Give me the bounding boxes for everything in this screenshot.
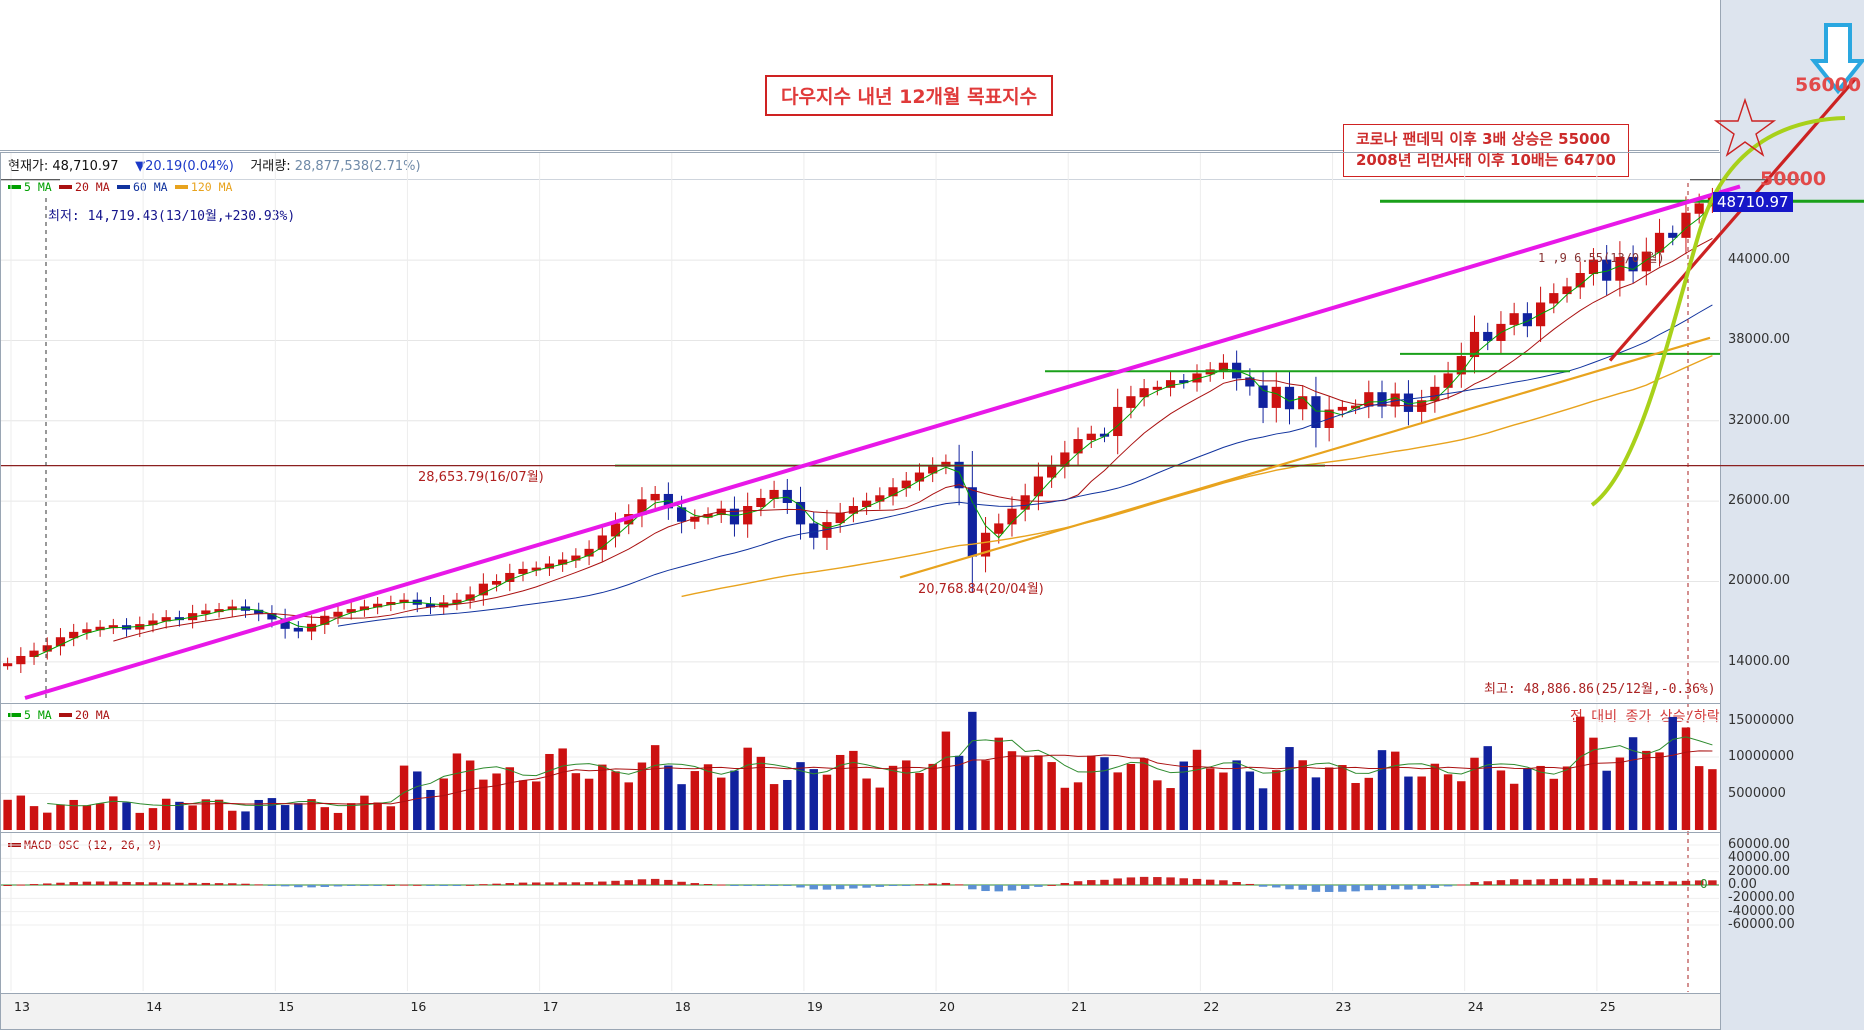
macd-y-tick: 40000.00 <box>1728 850 1791 866</box>
volume-y-tick: 10000000 <box>1728 749 1795 765</box>
change-value: 20.19(0.04%) <box>145 159 234 174</box>
x-axis-tick: 25 <box>1599 999 1616 1014</box>
ma-20-item: 20 MA <box>59 180 110 194</box>
ma-120-swatch-icon <box>174 184 188 189</box>
ma-120-item: 120 MA <box>174 180 233 194</box>
ma-20-label: 20 MA <box>75 180 110 194</box>
ma-5-swatch-icon <box>8 184 21 189</box>
x-axis-bar <box>0 993 1721 1030</box>
ma-5-item: 5 MA <box>8 180 52 194</box>
macd-y-tick: 60000.00 <box>1728 837 1791 852</box>
chart-title-box: 다우지수 내년 12개월 목표지수 <box>765 75 1054 116</box>
high-price-annotation: 최고: 48,886.86(25/12월,-0.36%) <box>1484 682 1716 697</box>
macd-y-tick: -20000.00 <box>1728 890 1795 906</box>
volume-y-tick: 15000000 <box>1728 712 1795 728</box>
price-y-tick: 44000.00 <box>1728 252 1791 268</box>
macd-y-tick: -60000.00 <box>1728 917 1795 932</box>
x-axis-tick: 17 <box>542 999 559 1014</box>
ma-60-item: 60 MA <box>116 180 168 194</box>
quote-readout: 현재가: 48,710.97 ▼20.19(0.04%) 거래량: 28,877… <box>8 155 421 174</box>
vol-ma-5-label: 5 MA <box>24 708 52 722</box>
ma-5-label: 5 MA <box>24 180 52 194</box>
target-56000-label: 56000 <box>1795 74 1862 96</box>
page-title: 다우지수 내년 12개월 목표지수 <box>781 86 1038 108</box>
volume-label: 거래량: <box>250 159 291 174</box>
volume-value: 28,877,538(2.71%) <box>294 159 421 174</box>
x-axis-tick: 24 <box>1467 999 1484 1014</box>
change-arrow: ▼ <box>135 159 146 174</box>
annotation-line-2: 2008년 리먼사태 이후 10배는 64700 <box>1356 151 1616 169</box>
price-y-tick: 14000.00 <box>1728 653 1791 669</box>
target-annotation-box: 코로나 팬데믹 이후 3배 상승은 55000 2008년 리먼사태 이후 10… <box>1343 124 1629 177</box>
volume-ma-legend: 5 MA 20 MA <box>8 708 110 722</box>
vol-ma-5-item: 5 MA <box>8 708 52 722</box>
vol-ma-5-swatch-icon <box>8 712 21 717</box>
right-side-panel <box>1720 0 1864 1030</box>
price-y-tick: 32000.00 <box>1728 412 1791 428</box>
x-axis-tick: 15 <box>278 999 295 1014</box>
recent-high-annotation: 1 ,9 6.55(13/0 월) <box>1538 251 1665 265</box>
macd-y-tick: -40000.00 <box>1728 903 1795 919</box>
current-price-tag: 48710.97 <box>1713 192 1793 212</box>
annotation-line-1: 코로나 팬데믹 이후 3배 상승은 55000 <box>1356 130 1611 148</box>
price-label: 현재가: <box>8 159 49 174</box>
volume-y-tick: 5000000 <box>1728 785 1786 801</box>
x-axis-tick: 20 <box>939 999 955 1014</box>
x-axis-tick: 13 <box>14 999 30 1014</box>
x-axis-tick: 23 <box>1335 999 1352 1014</box>
ma-20-swatch-icon <box>59 184 73 189</box>
ma-60-label: 60 MA <box>132 180 168 194</box>
vol-ma-20-swatch-icon <box>59 712 73 717</box>
macd-y-tick: 20000.00 <box>1728 863 1791 879</box>
macd-y-tick: 0.00 <box>1728 877 1757 892</box>
price-y-tick: 38000.00 <box>1728 332 1791 348</box>
vol-ma-20-label: 20 MA <box>75 708 110 722</box>
ma-60-swatch-icon <box>116 184 130 189</box>
x-axis-tick: 14 <box>146 999 163 1014</box>
price-ma-legend: 5 MA 20 MA 60 MA 120 MA <box>8 180 232 194</box>
x-axis-tick: 21 <box>1071 999 1088 1014</box>
covid-low-annotation: 20,768.84(20/04월) <box>918 582 1044 597</box>
price-y-tick: 26000.00 <box>1728 493 1791 509</box>
x-axis-tick: 16 <box>410 999 427 1014</box>
price-y-tick: 20000.00 <box>1728 573 1791 589</box>
vol-ma-20-item: 20 MA <box>59 708 110 722</box>
resistance-annotation-2016: 28,653.79(16/07월) <box>418 470 544 485</box>
low-price-annotation: 최저: 14,719.43(13/10월,+230.93%) <box>48 209 296 224</box>
macd-zero-label: 0 <box>1700 877 1708 891</box>
price-value: 48,710.97 <box>52 159 119 174</box>
x-axis-tick: 18 <box>674 999 691 1014</box>
x-axis-tick: 19 <box>806 999 823 1014</box>
target-50000-label: 50000 <box>1760 168 1827 190</box>
ma-120-label: 120 MA <box>190 180 233 194</box>
x-axis-tick: 22 <box>1203 999 1220 1014</box>
